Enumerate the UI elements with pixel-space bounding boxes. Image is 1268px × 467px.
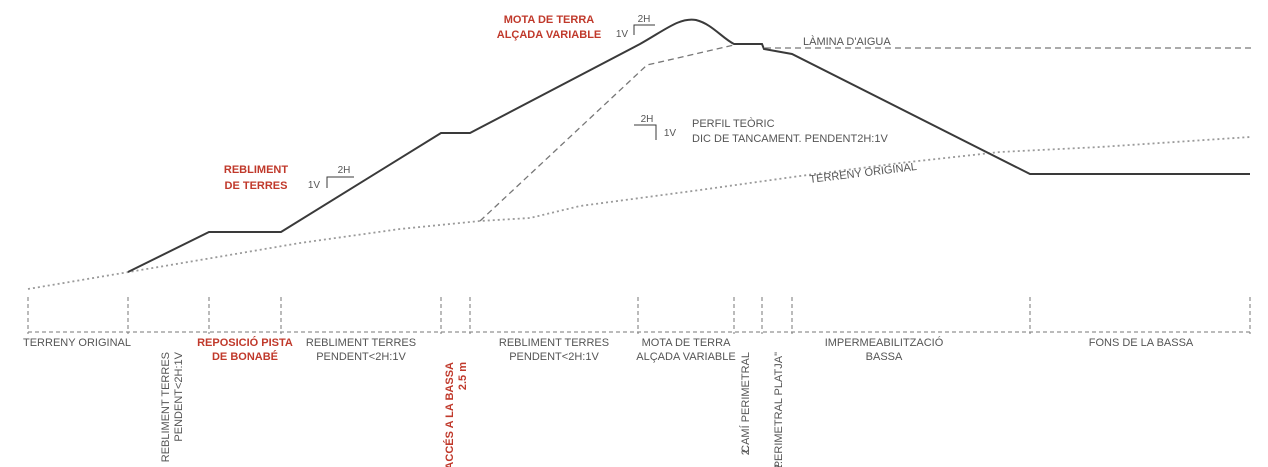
section-mota-line1: MOTA DE TERRA [642, 337, 731, 349]
perfil-slope-v: 1V [664, 128, 677, 139]
original-terrain-line [27, 136, 1251, 290]
section-impermeabilitzacio-line2: BASSA [866, 351, 903, 363]
section-platja-line2: PERIMETRAL [773, 398, 785, 467]
section-mota-line2: ALÇADA VARIABLE [636, 351, 735, 363]
section-acces-line1: ACCÉS A LA BASSA [443, 362, 456, 467]
rebliment-slope-h: 2H [338, 165, 351, 176]
perfil-slope-h: 2H [641, 114, 654, 125]
section-ticks [27, 297, 1251, 334]
section-platja-line3: 2. [773, 461, 785, 467]
section-impermeabilitzacio-line1: IMPERMEABILITZACIÓ [825, 336, 944, 349]
section-cami-line2: 2. [740, 446, 752, 455]
section-platja-line1: PLATJA" [773, 352, 785, 396]
section-reposicio-line1: REPOSICIÓ PISTA [197, 336, 293, 349]
section-rebliment-b-line1: REBLIMENT TERRES [306, 337, 416, 349]
section-reposicio-line2: DE BONABÉ [212, 350, 278, 363]
slope-indicator-perfil [634, 124, 657, 140]
slope-indicator-rebliment [326, 176, 354, 188]
section-acces-line2: 2.5 m [457, 362, 469, 390]
terreny-original-label: TERRENY ORIGINAL [809, 161, 918, 186]
section-cami-line1: CAMÍ PERIMETRAL [739, 352, 752, 453]
section-fons: FONS DE LA BASSA [1089, 337, 1194, 349]
perfil-annotation-line1: PERFIL TEÒRIC [692, 117, 775, 130]
rebliment-slope-v: 1V [308, 180, 321, 191]
embankment-profile-line [127, 18, 1250, 273]
rebliment-annotation-line1: REBLIMENT [224, 164, 288, 176]
mota-annotation-line1: MOTA DE TERRA [504, 14, 594, 26]
rebliment-annotation-line2: DE TERRES [225, 180, 288, 192]
mota-annotation-line2: ALÇADA VARIABLE [497, 29, 602, 41]
perfil-annotation-line2: DIC DE TANCAMENT. PENDENT2H:1V [692, 133, 888, 145]
mota-slope-v: 1V [616, 29, 629, 40]
section-rebliment-a-line2: PENDENT<2H:1V [173, 351, 185, 441]
section-rebliment-c-line2: PENDENT<2H:1V [509, 351, 599, 363]
mota-slope-h: 2H [638, 14, 651, 25]
water-level-label: LÀMINA D'AIGUA [803, 35, 891, 48]
section-rebliment-c-line1: REBLIMENT TERRES [499, 337, 609, 349]
slope-indicator-mota [633, 24, 655, 35]
section-rebliment-a-line1: REBLIMENT TERRES [160, 352, 172, 462]
section-rebliment-b-line2: PENDENT<2H:1V [316, 351, 406, 363]
section-terreny-original: TERRENY ORIGINAL [23, 337, 131, 349]
